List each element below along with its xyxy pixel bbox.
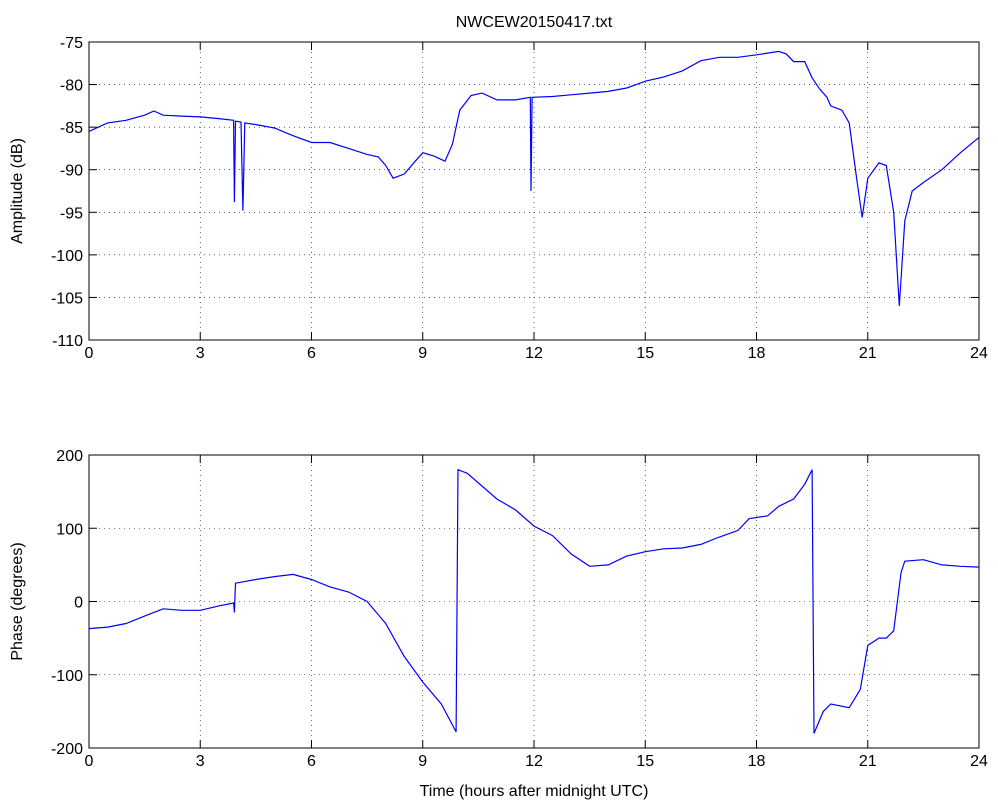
y-tick-label: -200 [51, 741, 83, 758]
y-tick-label: 200 [56, 448, 83, 465]
x-tick-label: 12 [525, 753, 543, 770]
x-tick-label: 15 [636, 345, 654, 362]
x-axis-label: Time (hours after midnight UTC) [420, 783, 649, 800]
x-tick-label: 21 [859, 345, 877, 362]
x-tick-label: 15 [636, 753, 654, 770]
x-tick-label: 9 [418, 345, 427, 362]
x-tick-label: 18 [748, 753, 766, 770]
y-tick-label: 100 [56, 521, 83, 538]
x-tick-label: 3 [196, 753, 205, 770]
y-tick-label: -105 [51, 290, 83, 307]
y-axis-label: Amplitude (dB) [9, 138, 26, 244]
x-tick-label: 3 [196, 345, 205, 362]
x-tick-label: 9 [418, 753, 427, 770]
x-tick-label: 21 [859, 753, 877, 770]
y-tick-label: -75 [60, 35, 83, 52]
y-tick-label: -100 [51, 248, 83, 265]
y-tick-label: -85 [60, 120, 83, 137]
x-tick-label: 6 [307, 753, 316, 770]
x-tick-label: 24 [970, 345, 988, 362]
y-tick-label: -90 [60, 163, 83, 180]
y-tick-label: 0 [74, 595, 83, 612]
y-tick-label: -110 [52, 333, 83, 350]
x-tick-label: 18 [748, 345, 766, 362]
data-line [88, 468, 980, 734]
chart-title: NWCEW20150417.txt [456, 14, 613, 31]
x-tick-label: 6 [307, 345, 316, 362]
x-tick-label: 0 [85, 753, 94, 770]
y-tick-label: -95 [60, 205, 83, 222]
x-tick-label: 24 [970, 753, 988, 770]
x-tick-label: 0 [85, 345, 94, 362]
y-tick-label: -100 [51, 668, 83, 685]
data-line [88, 50, 980, 306]
y-tick-label: -80 [60, 78, 83, 95]
plot-area [89, 42, 979, 340]
y-axis-label: Phase (degrees) [9, 542, 26, 660]
axes-frame [88, 41, 980, 341]
x-tick-label: 12 [525, 345, 543, 362]
axes-frame [88, 454, 980, 749]
